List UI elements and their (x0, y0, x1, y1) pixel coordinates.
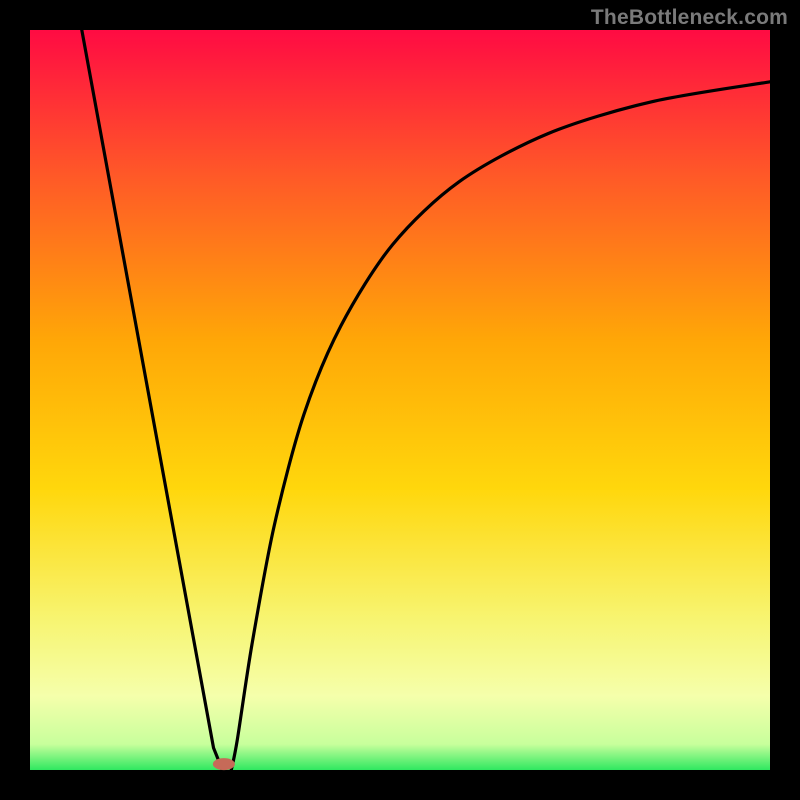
watermark-text: TheBottleneck.com (591, 6, 788, 30)
bottleneck-chart (0, 0, 800, 800)
plot-background (30, 30, 770, 770)
min-marker (213, 758, 235, 770)
chart-frame: TheBottleneck.com (0, 0, 800, 800)
